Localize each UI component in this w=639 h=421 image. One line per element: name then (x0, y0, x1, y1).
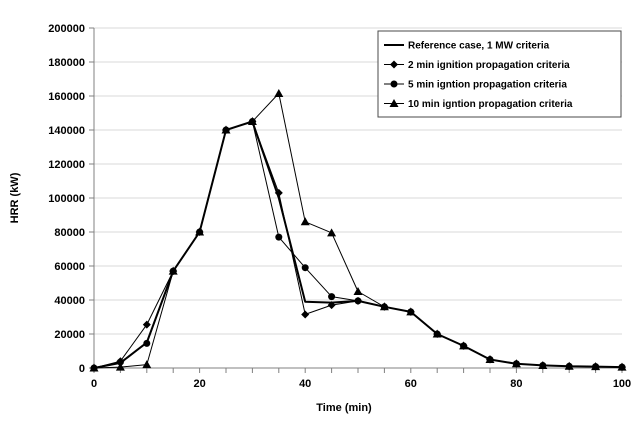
data-point (142, 360, 152, 369)
x-tick-label: 60 (405, 378, 417, 390)
data-point (275, 233, 283, 241)
data-point (353, 287, 363, 295)
data-point (617, 362, 627, 371)
data-point (143, 339, 151, 347)
x-tick-label: 80 (510, 378, 522, 390)
data-point (168, 266, 178, 275)
data-point (538, 360, 548, 369)
data-point (328, 293, 336, 301)
series-4 (89, 88, 627, 372)
series-1 (93, 120, 623, 369)
y-tick-label: 0 (79, 363, 85, 375)
y-axis-title: HRR (kW) (9, 172, 21, 223)
y-tick-label: 20000 (54, 329, 85, 341)
y-tick-label: 160000 (48, 91, 85, 103)
legend-item: 5 min igntion propagation criteria (384, 80, 567, 91)
y-axis-ticks: 0 20000 40000 60000 80000 100000 120000 140000 1… (48, 23, 94, 375)
legend-item: 10 min igntion propagation criteria (384, 99, 573, 110)
data-point (327, 301, 336, 310)
x-axis-title: Time (min) (316, 402, 372, 414)
y-tick-label: 80000 (54, 227, 85, 239)
x-tick-label: 20 (193, 378, 205, 390)
data-point (485, 355, 495, 363)
y-tick-label: 180000 (48, 57, 85, 69)
legend-item: 2 min ignition propagation criteria (384, 60, 570, 71)
legend-label: Reference case, 1 MW criteria (408, 41, 550, 52)
y-tick-label: 40000 (54, 295, 85, 307)
data-point (221, 125, 231, 134)
data-point (89, 363, 99, 372)
x-tick-label: 0 (91, 378, 97, 390)
x-axis-ticks: 0 20 40 60 80 100 (91, 368, 631, 390)
data-point (195, 227, 205, 236)
data-point (432, 329, 442, 338)
data-point (406, 307, 416, 316)
legend-label: 5 min igntion propagation criteria (408, 80, 567, 91)
data-point (247, 117, 257, 125)
data-point (354, 297, 362, 305)
legend-marker (390, 60, 398, 69)
legend-label: 2 min ignition propagation criteria (408, 60, 570, 71)
data-point (511, 359, 521, 368)
data-point (379, 302, 389, 311)
data-point (116, 358, 124, 366)
data-point (301, 310, 310, 319)
data-point (327, 228, 337, 237)
legend-label: 10 min igntion propagation criteria (408, 99, 573, 110)
y-tick-label: 100000 (48, 193, 85, 205)
x-tick-label: 40 (299, 378, 311, 390)
data-point (301, 264, 309, 272)
data-point (564, 361, 574, 370)
series-line (93, 121, 623, 369)
legend: Reference case, 1 MW criteria 2 min ignit… (377, 30, 622, 118)
y-tick-label: 60000 (54, 261, 85, 273)
series-layer (89, 88, 627, 372)
x-tick-label: 100 (613, 378, 631, 390)
legend-marker (390, 80, 398, 88)
data-point (142, 320, 151, 329)
data-point (459, 341, 469, 350)
gridlines (94, 27, 622, 335)
data-point (591, 362, 601, 371)
data-point (274, 188, 283, 197)
legend-item: Reference case, 1 MW criteria (384, 41, 550, 52)
legend-box (377, 30, 622, 118)
series-line (93, 120, 623, 369)
data-point (274, 88, 284, 97)
data-point (115, 362, 125, 371)
series-3 (90, 118, 626, 372)
series-line (93, 92, 623, 369)
y-tick-label: 200000 (48, 23, 85, 35)
y-tick-label: 120000 (48, 159, 85, 171)
series-line (93, 121, 623, 369)
y-tick-label: 140000 (48, 125, 85, 137)
data-point (300, 217, 310, 226)
legend-marker (389, 99, 399, 107)
